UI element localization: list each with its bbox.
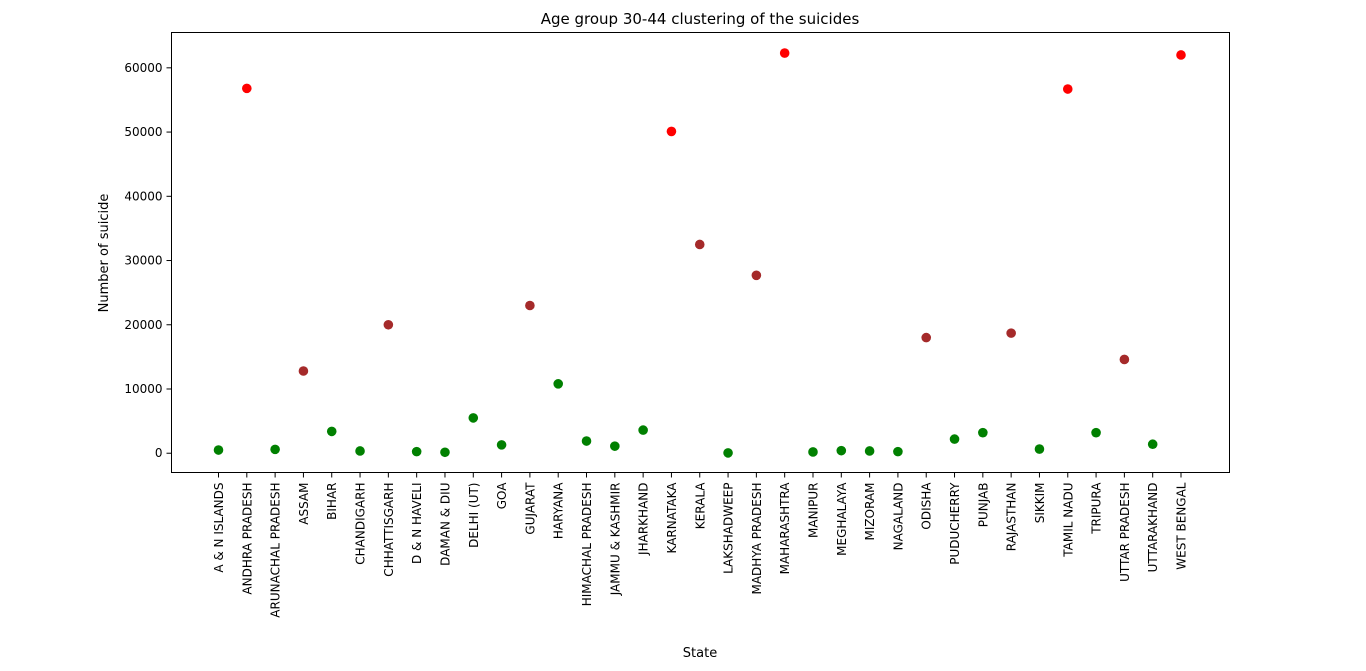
x-tick-label: ODISHA [920,482,934,530]
x-tick-label: RAJASTHAN [1005,483,1019,552]
x-tick-label: ANDHRA PRADESH [240,483,254,595]
y-tick-label: 10000 [124,382,162,396]
y-tick-label: 20000 [124,318,162,332]
data-point [440,447,450,458]
x-tick-label: KARNATAKA [665,482,679,554]
data-point [1034,444,1045,454]
x-tick-label: UTTARAKHAND [1146,483,1160,573]
y-tick-label: 0 [155,446,163,460]
data-point [694,239,705,250]
x-tick-label: MIZORAM [863,483,877,541]
x-tick-label: D & N HAVELI [410,483,424,565]
x-tick-label: NAGALAND [891,483,905,551]
y-tick-label: 50000 [124,125,162,139]
x-tick-label: HIMACHAL PRADESH [580,483,594,607]
x-tick-label: CHANDIGARH [354,483,368,565]
x-tick-label: MAHARASHTRA [778,482,792,575]
x-tick-label: SIKKIM [1033,483,1047,524]
data-point [468,413,479,423]
x-tick-label: TAMIL NADU [1061,483,1075,558]
data-points [213,48,1186,458]
data-point [355,446,365,456]
data-point [525,300,535,311]
x-tick-label: LAKSHADWEEP [722,483,736,574]
data-point [553,379,564,389]
x-tick-label: ASSAM [297,483,311,525]
x-tick-label: HARYANA [552,482,566,539]
data-point [893,446,903,457]
x-tick-label: KERALA [693,482,707,529]
x-tick-label: MADHYA PRADESH [750,483,764,595]
data-point [411,446,422,457]
data-point [581,436,592,446]
data-point [779,48,790,58]
x-tick-label: TRIPURA [1090,482,1104,535]
data-point [1119,354,1130,365]
data-point [1006,328,1016,338]
data-point [666,126,677,137]
data-point [610,441,620,451]
data-point [383,319,394,330]
chart-title: Age group 30-44 clustering of the suicid… [541,10,860,28]
x-tick-label: BIHAR [325,483,339,520]
x-tick-label: JHARKHAND [637,483,651,556]
data-point [864,446,875,456]
data-point [326,426,337,437]
x-tick-label: DELHI (UT) [467,483,481,548]
data-point [213,445,224,455]
data-point [1176,50,1186,60]
data-point [836,445,847,456]
x-tick-label: WEST BENGAL [1175,482,1189,570]
x-axis: A & N ISLANDS ANDHRA PRADESH ARUNACHAL PRA… [212,472,1189,618]
x-tick-label: PUNJAB [976,483,990,528]
data-point [723,448,733,458]
data-point [638,425,648,435]
x-tick-label: A & N ISLANDS [212,483,226,573]
data-point [921,332,932,343]
x-tick-label: CHHATTISGARH [382,483,396,577]
plot-frame [171,32,1230,473]
y-axis-label: Number of suicide [97,194,112,313]
data-point [1091,427,1101,438]
data-point [270,444,280,455]
x-tick-label: MEGHALAYA [835,482,849,556]
data-point [298,366,309,376]
data-point [978,427,988,438]
x-tick-label: JAMMU & KASHMIR [608,483,622,597]
x-tick-label: GUJARAT [523,482,537,535]
y-tick-label: 30000 [124,254,162,268]
data-point [751,270,762,281]
y-tick-label: 60000 [124,61,162,75]
data-point [949,434,960,444]
x-tick-label: PUDUCHERRY [948,482,962,565]
data-point [808,447,818,457]
x-axis-label: State [683,646,717,661]
data-point [1062,84,1073,94]
x-tick-label: UTTAR PRADESH [1118,483,1132,582]
y-axis: 0 10000 20000 30000 40000 50000 60000 [124,61,172,460]
x-tick-label: DAMAN & DIU [438,483,452,566]
data-point [496,440,507,450]
data-point [1147,439,1158,450]
x-tick-label: ARUNACHAL PRADESH [269,483,283,618]
y-tick-label: 40000 [124,189,162,203]
data-point [242,83,252,94]
x-tick-label: MANIPUR [806,483,820,538]
x-tick-label: GOA [495,482,509,510]
